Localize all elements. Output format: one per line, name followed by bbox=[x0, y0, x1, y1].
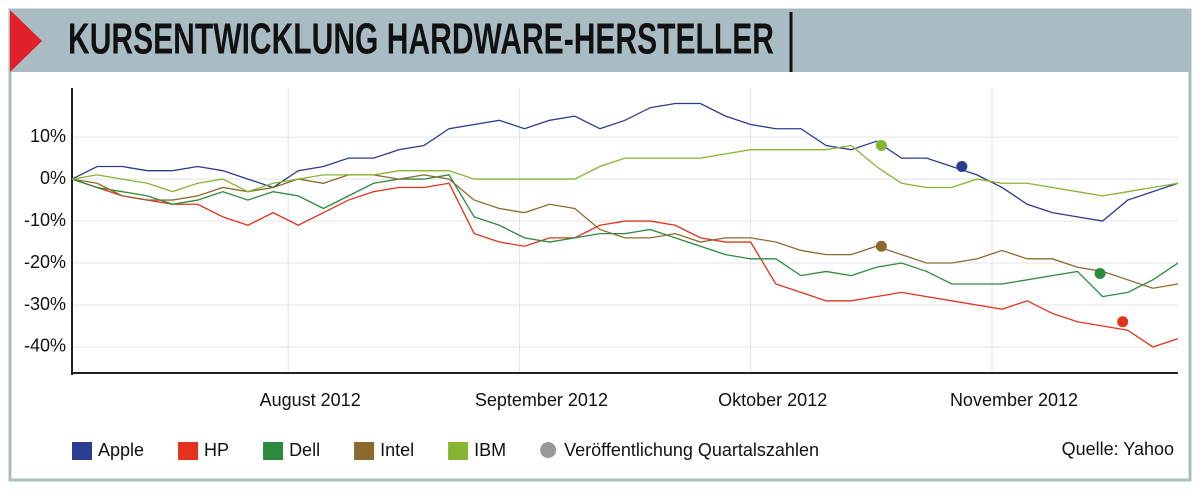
legend-label: HP bbox=[204, 440, 229, 460]
legend-swatch bbox=[72, 442, 92, 460]
y-tick-label: -20% bbox=[24, 252, 66, 272]
y-tick-label: -40% bbox=[24, 336, 66, 356]
legend-label: Apple bbox=[98, 440, 144, 460]
legend-label: Veröffentlichung Quartalszahlen bbox=[564, 440, 819, 460]
series-line bbox=[71, 178, 1179, 348]
header-arrow bbox=[10, 10, 42, 72]
x-tick-label: September 2012 bbox=[475, 390, 608, 410]
series-line bbox=[71, 174, 1179, 289]
series-line bbox=[71, 144, 1179, 197]
legend-swatch bbox=[540, 442, 557, 458]
y-tick-label: 0% bbox=[40, 168, 66, 188]
release-marker bbox=[1094, 268, 1106, 280]
legend-label: Intel bbox=[380, 440, 414, 460]
release-marker bbox=[1117, 316, 1129, 328]
legend-swatch bbox=[263, 442, 284, 460]
x-tick-label: Oktober 2012 bbox=[718, 390, 827, 410]
y-tick-label: -10% bbox=[24, 210, 66, 230]
y-tick-label: 10% bbox=[30, 126, 66, 146]
legend-swatch bbox=[178, 442, 199, 460]
legend-swatch bbox=[354, 442, 375, 460]
legend-swatch bbox=[448, 442, 469, 460]
x-tick-label: August 2012 bbox=[260, 390, 361, 410]
y-tick-label: -30% bbox=[24, 294, 66, 314]
release-marker bbox=[875, 240, 887, 252]
frame bbox=[8, 8, 1192, 482]
source: Quelle: Yahoo bbox=[1062, 439, 1174, 459]
legend-label: Dell bbox=[289, 440, 320, 460]
release-marker bbox=[875, 140, 887, 152]
series-line bbox=[71, 174, 1179, 298]
legend-label: IBM bbox=[474, 440, 506, 460]
x-tick-label: November 2012 bbox=[950, 390, 1078, 410]
header-band bbox=[10, 10, 1190, 72]
series-line bbox=[71, 102, 1179, 222]
release-marker bbox=[956, 160, 968, 172]
chart-title: KURSENTWICKLUNG HARDWARE-HERSTELLER bbox=[68, 15, 774, 64]
